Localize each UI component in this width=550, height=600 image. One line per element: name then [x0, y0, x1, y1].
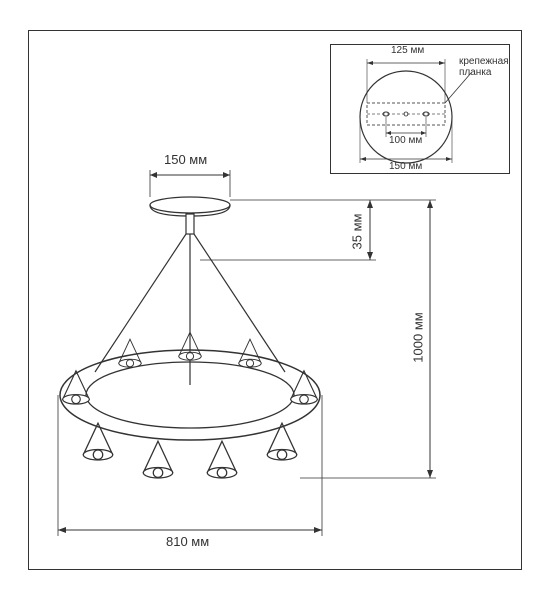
overall-height-label: 1000 мм [411, 308, 426, 368]
canopy-width-label: 150 мм [164, 152, 207, 167]
ring-clearance-label: 35 мм [350, 207, 365, 257]
overall-diameter-label: 810 мм [166, 534, 209, 549]
main-drawing-svg [0, 0, 550, 600]
